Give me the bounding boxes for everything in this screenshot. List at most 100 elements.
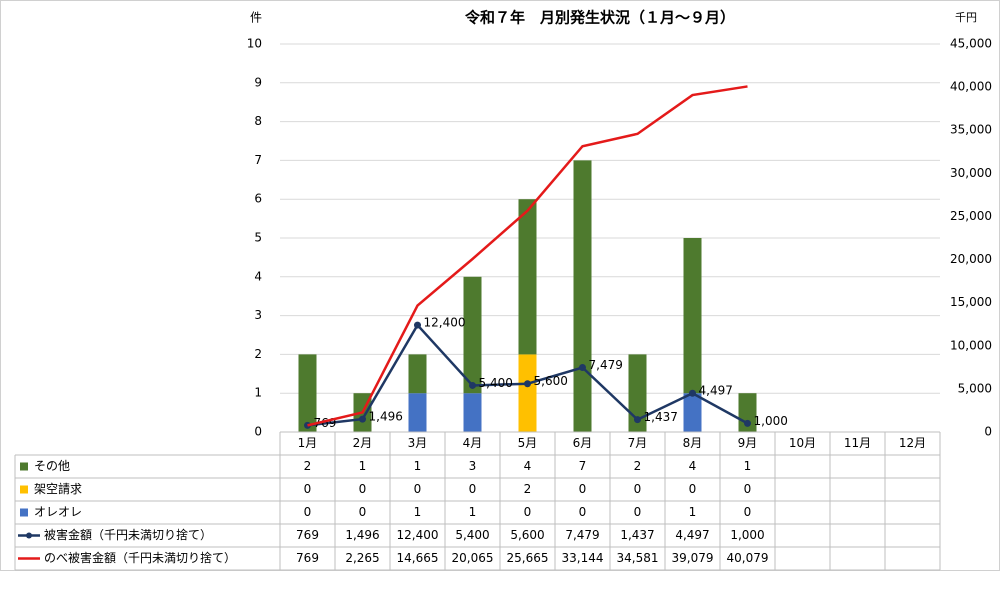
bar bbox=[298, 354, 317, 432]
table-cell: 25,665 bbox=[507, 551, 549, 565]
y-tick-label: 1 bbox=[254, 386, 262, 400]
chart-title: 令和７年 月別発生状況（１月～９月） bbox=[465, 9, 735, 27]
table-cell: 0 bbox=[579, 505, 587, 519]
table-cell: 0 bbox=[579, 482, 587, 496]
bar bbox=[518, 199, 537, 355]
legend-label: のべ被害金額（千円未満切り捨て） bbox=[44, 550, 236, 565]
y2-tick-label: 5,000 bbox=[958, 381, 992, 395]
table-cell: 0 bbox=[304, 482, 312, 496]
bar bbox=[408, 393, 427, 432]
table-cell: 20,065 bbox=[452, 551, 494, 565]
x-tick-label: 6月 bbox=[573, 436, 593, 450]
y-tick-label: 2 bbox=[254, 347, 262, 361]
x-tick-label: 4月 bbox=[463, 436, 483, 450]
table-cell: 1,437 bbox=[620, 528, 654, 542]
table-cell: 5,600 bbox=[510, 528, 544, 542]
table-cell: 0 bbox=[359, 482, 367, 496]
table-cell: 4 bbox=[524, 459, 532, 473]
table-cell: 0 bbox=[689, 482, 697, 496]
line-marker bbox=[579, 364, 586, 372]
table-cell: 0 bbox=[744, 482, 752, 496]
table-cell: 0 bbox=[634, 505, 642, 519]
table-cell: 1 bbox=[689, 505, 697, 519]
line-marker bbox=[524, 380, 531, 388]
data-label: 5,600 bbox=[534, 374, 568, 388]
y2-tick-label: 35,000 bbox=[950, 123, 992, 137]
x-tick-label: 11月 bbox=[844, 436, 871, 450]
bar bbox=[628, 354, 647, 432]
x-tick-label: 5月 bbox=[518, 436, 538, 450]
y2-tick-label: 25,000 bbox=[950, 209, 992, 223]
bar bbox=[408, 354, 427, 394]
legend-key bbox=[26, 532, 32, 539]
table-cell: 14,665 bbox=[397, 551, 439, 565]
table-cell: 2 bbox=[634, 459, 642, 473]
y-tick-label: 3 bbox=[254, 308, 262, 322]
table-cell: 0 bbox=[524, 505, 532, 519]
x-tick-label: 8月 bbox=[683, 436, 703, 450]
table-cell: 34,581 bbox=[617, 551, 659, 565]
table-cell: 1,000 bbox=[730, 528, 764, 542]
y-tick-label: 10 bbox=[247, 37, 262, 51]
table-cell: 39,079 bbox=[672, 551, 714, 565]
legend-label: オレオレ bbox=[34, 505, 82, 519]
x-tick-label: 1月 bbox=[298, 436, 318, 450]
table-cell: 0 bbox=[469, 482, 477, 496]
y-tick-label: 5 bbox=[254, 231, 262, 245]
line-marker bbox=[634, 416, 641, 424]
table-cell: 0 bbox=[634, 482, 642, 496]
table-cell: 7 bbox=[579, 459, 587, 473]
table-cell: 1,496 bbox=[345, 528, 379, 542]
line-marker bbox=[359, 415, 366, 423]
table-cell: 12,400 bbox=[397, 528, 439, 542]
y-tick-label: 0 bbox=[254, 425, 262, 439]
bar bbox=[573, 160, 592, 432]
table-cell: 0 bbox=[304, 505, 312, 519]
table-cell: 40,079 bbox=[727, 551, 769, 565]
y2-tick-label: 15,000 bbox=[950, 295, 992, 309]
bar bbox=[518, 354, 537, 432]
bar bbox=[463, 393, 482, 432]
x-tick-label: 2月 bbox=[353, 436, 373, 450]
x-tick-label: 12月 bbox=[899, 436, 926, 450]
table-cell: 1 bbox=[414, 459, 422, 473]
legend-label: 架空請求 bbox=[34, 482, 82, 496]
table-cell: 0 bbox=[414, 482, 422, 496]
y2-tick-label: 30,000 bbox=[950, 166, 992, 180]
table-cell: 1 bbox=[744, 459, 752, 473]
y2-tick-label: 45,000 bbox=[950, 37, 992, 51]
data-label: 1,496 bbox=[369, 410, 403, 424]
legend-label: その他 bbox=[34, 459, 70, 473]
line-marker bbox=[414, 321, 421, 329]
line-marker bbox=[469, 381, 476, 389]
x-tick-label: 7月 bbox=[628, 436, 648, 450]
table-cell: 3 bbox=[469, 459, 477, 473]
table-cell: 1 bbox=[469, 505, 477, 519]
y-tick-label: 7 bbox=[254, 153, 262, 167]
table-cell: 2 bbox=[304, 459, 312, 473]
table-cell: 0 bbox=[359, 505, 367, 519]
bar bbox=[683, 238, 702, 394]
legend-key bbox=[20, 462, 28, 471]
y2-tick-label: 40,000 bbox=[950, 80, 992, 94]
line bbox=[307, 85, 748, 427]
data-label: 5,400 bbox=[479, 376, 513, 390]
data-label: 7,479 bbox=[589, 358, 623, 372]
legend-key bbox=[20, 508, 28, 517]
y2-tick-label: 0 bbox=[984, 425, 992, 439]
x-tick-label: 3月 bbox=[408, 436, 428, 450]
data-label: 1,437 bbox=[644, 410, 678, 424]
data-label: 4,497 bbox=[699, 384, 733, 398]
bar bbox=[683, 393, 702, 432]
y2-tick-label: 10,000 bbox=[950, 338, 992, 352]
bar bbox=[463, 276, 482, 394]
table-cell: 5,400 bbox=[455, 528, 489, 542]
table-cell: 2,265 bbox=[345, 551, 379, 565]
y-tick-label: 6 bbox=[254, 192, 262, 206]
line-marker bbox=[744, 419, 751, 427]
table-cell: 769 bbox=[296, 528, 319, 542]
table-cell: 33,144 bbox=[562, 551, 604, 565]
table-cell: 769 bbox=[296, 551, 319, 565]
y2-tick-label: 20,000 bbox=[950, 252, 992, 266]
data-label: 1,000 bbox=[754, 414, 788, 428]
